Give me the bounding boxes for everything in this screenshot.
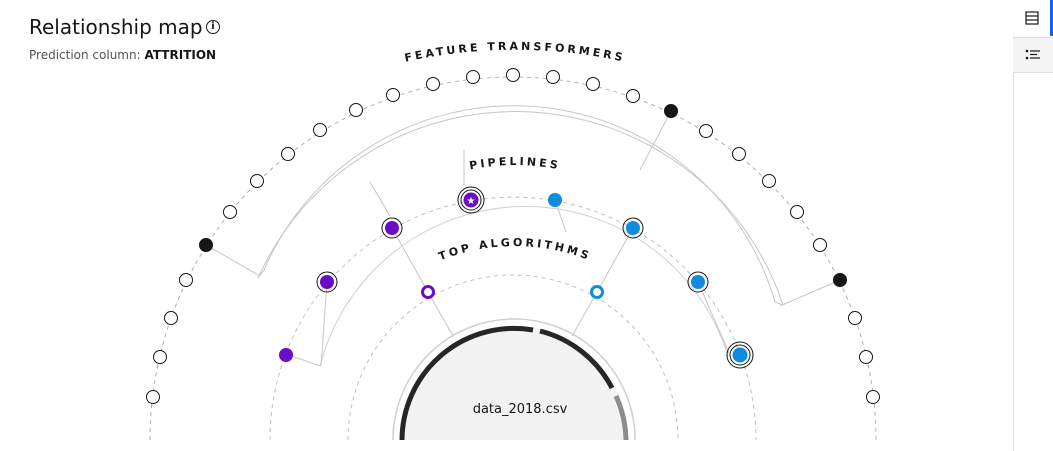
transformer-node[interactable] (426, 77, 440, 91)
transformer-node[interactable] (859, 350, 873, 364)
pipeline-node-halo (381, 217, 403, 239)
transformer-node[interactable] (386, 88, 400, 102)
transformer-node[interactable] (546, 70, 560, 84)
transformer-node[interactable] (153, 350, 167, 364)
pipeline-node[interactable] (626, 221, 640, 235)
prediction-column-value: ATTRITION (144, 48, 217, 62)
data-source-arc-end (613, 394, 629, 441)
pipeline-nodes: ★ (279, 186, 754, 369)
data-source-fill (400, 326, 628, 440)
pipelines-label: PIPELINES (468, 155, 562, 172)
transformer-node[interactable] (506, 68, 520, 82)
algorithm-nodes (421, 285, 604, 299)
transformer-node[interactable] (848, 311, 862, 325)
data-source-outline (392, 318, 636, 441)
transformer-node[interactable] (586, 77, 600, 91)
transformer-node[interactable] (699, 124, 713, 138)
data-source-label: data_2018.csv (473, 402, 568, 417)
pipeline-node-halo (687, 271, 709, 293)
transformer-node[interactable] (732, 147, 746, 161)
algorithm-node[interactable] (590, 285, 604, 299)
side-panel (1013, 0, 1053, 451)
page-title: Relationship map (29, 15, 203, 39)
inner-ring (347, 274, 679, 441)
transformer-node[interactable] (250, 174, 264, 188)
star-icon: ★ (467, 196, 476, 207)
feature-transformer-nodes (146, 68, 880, 404)
transformer-node[interactable] (281, 147, 295, 161)
algorithm-node[interactable] (421, 285, 435, 299)
transformer-node-selected[interactable] (664, 104, 678, 118)
feature-transformers-label: FEATURE TRANSFORMERS (403, 40, 626, 65)
bullet-list-icon (1025, 49, 1040, 60)
details-list-button[interactable] (1013, 37, 1053, 73)
pipeline-node[interactable] (385, 221, 399, 235)
transformer-node[interactable] (349, 103, 363, 117)
pipeline-node-halo (726, 341, 754, 369)
transformer-node[interactable] (813, 238, 827, 252)
transformer-node[interactable] (762, 174, 776, 188)
pipeline-node[interactable] (320, 275, 334, 289)
pipeline-node-halo (622, 217, 644, 239)
data-source-arc-mid (539, 328, 615, 390)
prediction-column-label: Prediction column: (29, 48, 141, 62)
transformer-node[interactable] (466, 70, 480, 84)
transformer-node[interactable] (866, 390, 880, 404)
prediction-column: Prediction column: ATTRITION (29, 48, 216, 62)
pipeline-node-halo (729, 344, 751, 366)
relationship-map: FEATURE TRANSFORMERS PIPELINES TOP ALGOR… (146, 40, 880, 441)
transformer-node-selected[interactable] (833, 273, 847, 287)
pipeline-node[interactable] (279, 348, 293, 362)
transformer-node[interactable] (223, 205, 237, 219)
pipeline-node[interactable] (691, 275, 705, 289)
data-source-arc-main (399, 325, 534, 441)
transformer-node[interactable] (626, 89, 640, 103)
transformer-node[interactable] (179, 273, 193, 287)
transformer-node-selected[interactable] (199, 238, 213, 252)
transformer-node[interactable] (313, 123, 327, 137)
pipeline-node[interactable] (732, 347, 748, 363)
pipeline-node-halo (316, 271, 338, 293)
list-view-button[interactable] (1013, 0, 1053, 36)
pipeline-node-halo (457, 186, 485, 214)
info-icon[interactable]: i (206, 20, 220, 34)
transformer-node[interactable] (146, 390, 160, 404)
feature-bracket (257, 105, 784, 306)
transformer-node[interactable] (790, 205, 804, 219)
transformer-node[interactable] (164, 311, 178, 325)
list-view-icon (1024, 11, 1039, 25)
top-algorithms-label: TOP ALGORITHMS (437, 236, 593, 263)
best-pipeline-node[interactable] (463, 192, 479, 208)
data-source[interactable]: data_2018.csv (392, 318, 636, 441)
pipeline-node[interactable] (548, 193, 562, 207)
pipeline-node-halo (460, 189, 482, 211)
